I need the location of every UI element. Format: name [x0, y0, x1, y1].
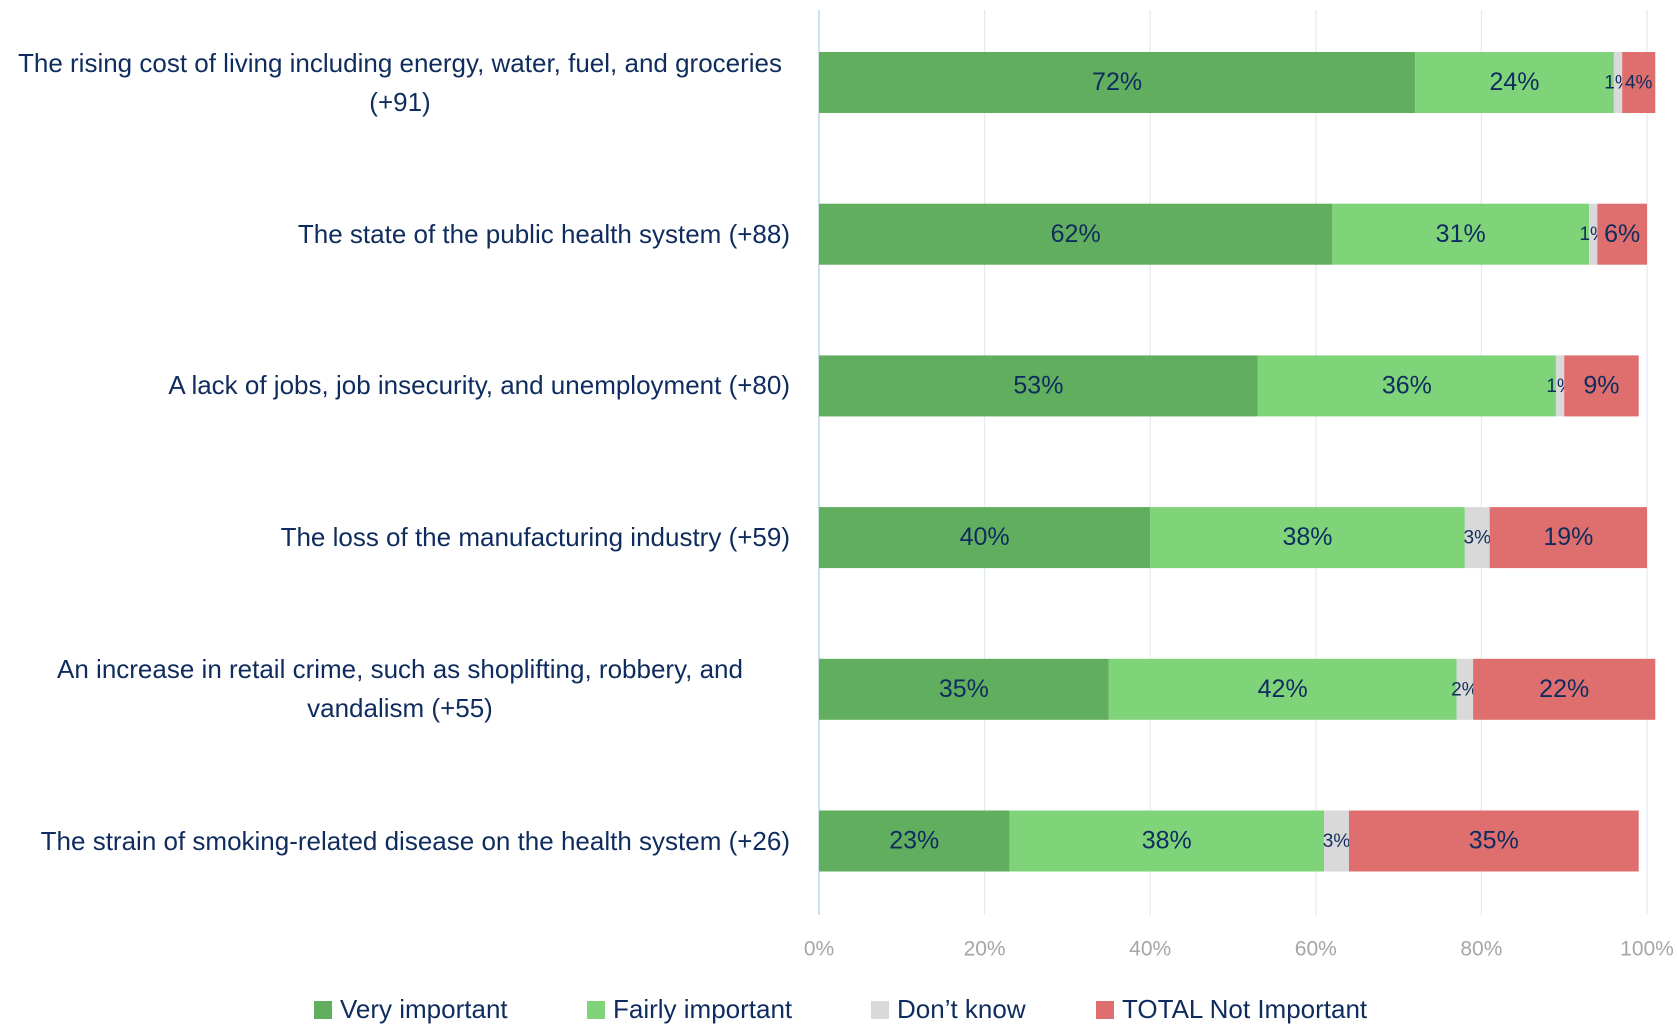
bar-segment [1415, 52, 1614, 113]
data-label: 36% [1382, 372, 1432, 400]
bar-segment [1456, 658, 1474, 720]
data-label: 3% [1464, 528, 1492, 549]
category-label-box: The strain of smoking-related disease on… [0, 791, 790, 891]
x-tick-label: 40% [1129, 938, 1171, 961]
data-label: 38% [1142, 827, 1192, 855]
category-label: The loss of the manufacturing industry (… [280, 522, 790, 553]
data-label: 2% [1451, 679, 1479, 700]
data-label: 53% [1013, 372, 1063, 400]
data-label: 31% [1436, 220, 1486, 248]
data-label: 3% [1323, 831, 1351, 852]
bar-segment [1332, 203, 1590, 265]
category-label-box: The rising cost of living including ener… [0, 33, 790, 133]
data-label: 9% [1583, 372, 1619, 400]
data-label: 35% [939, 675, 989, 703]
bar-segment [1348, 810, 1639, 872]
x-tick-label: 60% [1295, 938, 1337, 961]
data-label: 42% [1258, 675, 1308, 703]
bar-segment [1564, 355, 1639, 417]
data-label: 24% [1489, 68, 1539, 96]
legend-swatch [1096, 1001, 1114, 1019]
category-label: The strain of smoking-related disease on… [40, 825, 790, 856]
x-tick-label: 100% [1620, 938, 1674, 961]
legend-swatch [314, 1001, 332, 1019]
category-label: The rising cost of living including ener… [17, 47, 783, 117]
legend-swatch [871, 1001, 889, 1019]
bar-segment [1613, 52, 1623, 113]
data-label: 40% [960, 523, 1010, 551]
bar-segment [819, 507, 1151, 569]
category-label: A lack of jobs, job insecurity, and unem… [168, 370, 790, 401]
bar-segment [819, 52, 1416, 113]
bar-segment [1597, 203, 1647, 265]
data-label: 23% [889, 827, 939, 855]
category-label-box: An increase in retail crime, such as sho… [0, 639, 790, 739]
data-label: 4% [1625, 73, 1653, 94]
data-label: 72% [1092, 68, 1142, 96]
data-label: 62% [1051, 220, 1101, 248]
category-label: The state of the public health system (+… [297, 218, 790, 249]
bar-segment [1257, 355, 1556, 417]
legend-swatch [587, 1001, 605, 1019]
bar-segment [819, 658, 1109, 720]
bar-segment [1324, 810, 1349, 872]
category-label-box: A lack of jobs, job insecurity, and unem… [0, 336, 790, 436]
bar-segment [1473, 658, 1656, 720]
bar-segment [1009, 810, 1325, 872]
bar-segment [1555, 355, 1565, 417]
category-label-box: The state of the public health system (+… [0, 184, 790, 284]
legend-label: TOTAL Not Important [1122, 994, 1368, 1024]
bar-segment [1622, 52, 1656, 113]
x-tick-label: 80% [1460, 938, 1502, 961]
x-tick-label: 20% [964, 938, 1006, 961]
x-tick-label: 0% [804, 938, 834, 961]
bar-segment [1589, 203, 1598, 265]
bar-segment [819, 203, 1333, 265]
bar-segment [1464, 507, 1490, 569]
category-label: An increase in retail crime, such as sho… [57, 654, 743, 724]
data-label: 35% [1469, 827, 1519, 855]
legend-label: Don’t know [897, 994, 1026, 1024]
bar-segment [1489, 507, 1647, 569]
data-label: 19% [1543, 523, 1593, 551]
bar-segment [1108, 658, 1457, 720]
bar-segment [819, 355, 1258, 417]
data-label: 6% [1604, 220, 1640, 248]
bar-segment [1150, 507, 1465, 569]
data-label: 38% [1282, 523, 1332, 551]
legend-label: Fairly important [613, 994, 793, 1024]
category-label-box: The loss of the manufacturing industry (… [0, 488, 790, 588]
legend-label: Very important [340, 994, 508, 1024]
bar-segment [819, 810, 1010, 872]
data-label: 22% [1539, 675, 1589, 703]
